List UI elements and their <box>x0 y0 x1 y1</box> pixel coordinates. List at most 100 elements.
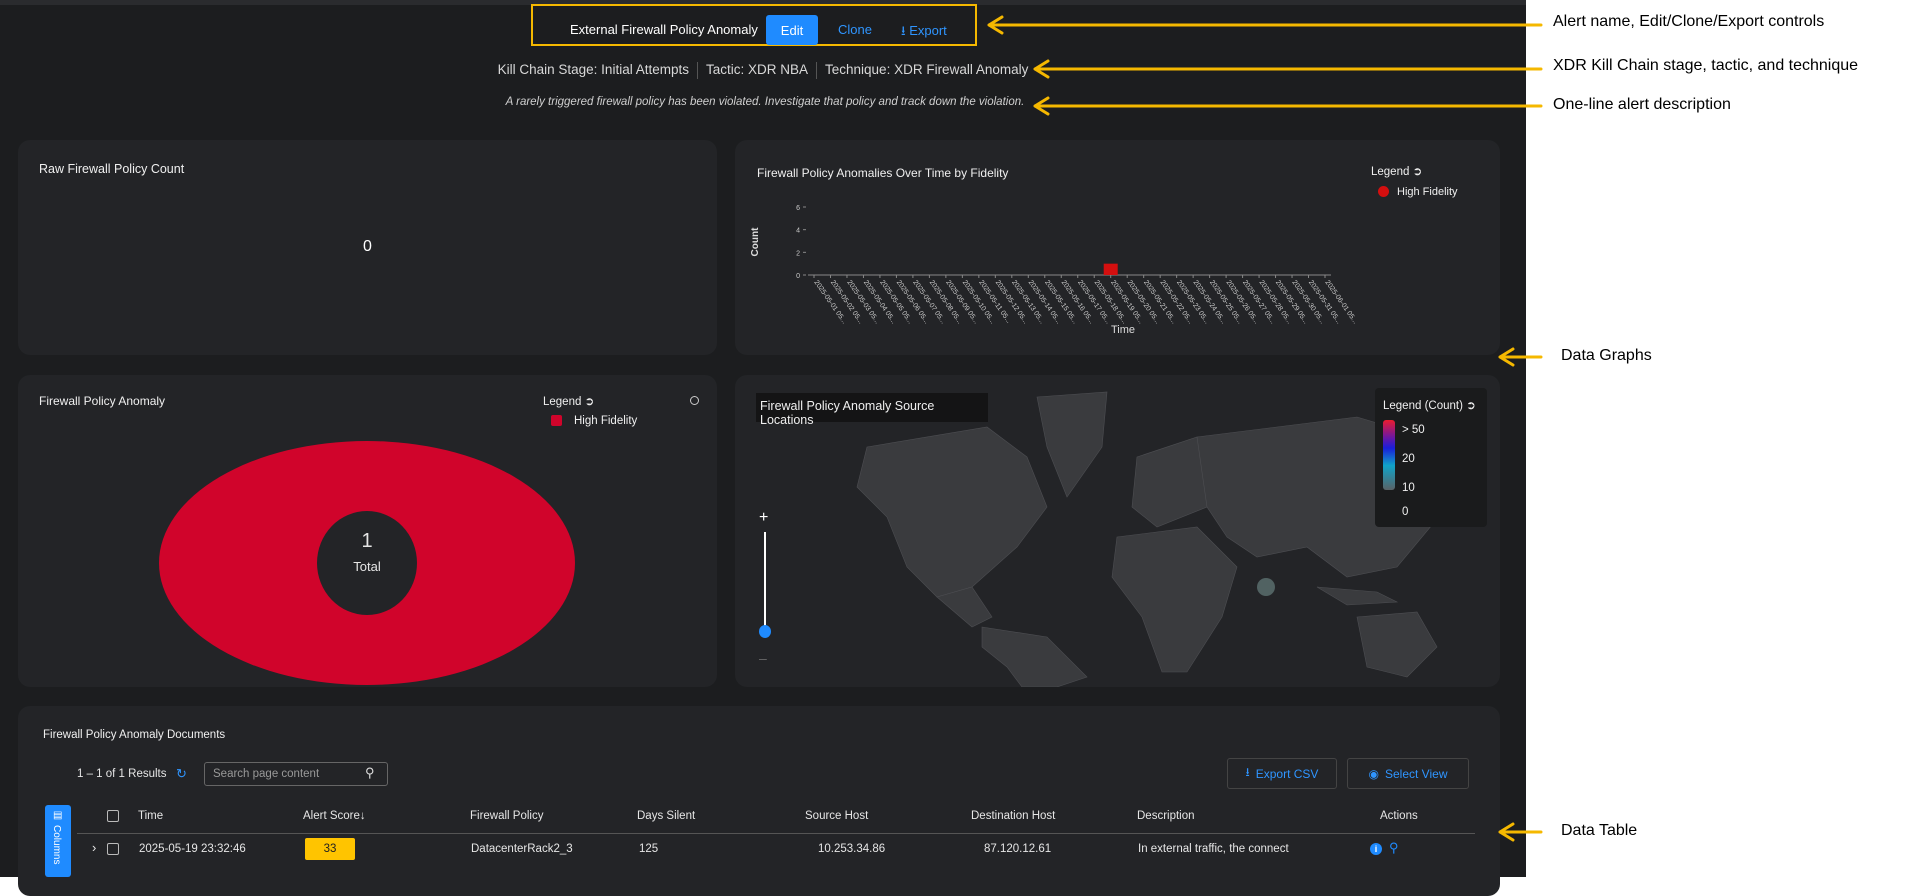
top-strip <box>0 0 1526 5</box>
tactic: Tactic: XDR NBA <box>705 62 809 78</box>
legend-item[interactable]: High Fidelity <box>1397 186 1458 198</box>
search-input[interactable]: Search page content ⚲ <box>204 762 388 786</box>
greenland <box>1036 391 1108 498</box>
clone-button[interactable]: Clone <box>838 22 872 37</box>
zoom-in-button[interactable]: + <box>759 509 769 526</box>
arrow-circle-icon: ➲ <box>584 396 595 408</box>
col-header-time[interactable]: Time <box>138 810 164 822</box>
col-header-firewall-policy[interactable]: Firewall Policy <box>470 810 544 822</box>
over-time-panel: Firewall Policy Anomalies Over Time by F… <box>735 140 1500 355</box>
arrow-circle-icon: ➲ <box>1466 400 1476 412</box>
legend-dot <box>1378 186 1389 197</box>
edit-button[interactable]: Edit <box>766 15 818 45</box>
panel-title: Raw Firewall Policy Count <box>39 162 185 176</box>
columns-label: Columns <box>51 825 62 865</box>
raw-count-panel: Raw Firewall Policy Count 0 <box>18 140 717 355</box>
legend-title[interactable]: Legend ➲ <box>1371 164 1422 178</box>
cell-source-host[interactable]: 10.253.34.86 <box>818 843 886 855</box>
header-label: Alert Score <box>303 810 360 822</box>
cell-time: 2025-05-19 23:32:46 <box>139 843 246 855</box>
annotation-table: Data Table <box>1561 822 1638 839</box>
search-icon[interactable]: ⚲ <box>1389 840 1399 855</box>
export-label: Export <box>909 23 947 38</box>
y-tick-label: 2 <box>796 250 800 257</box>
kill-chain-stage: Kill Chain Stage: Initial Attempts <box>497 62 689 78</box>
col-header-destination-host[interactable]: Destination Host <box>971 810 1056 822</box>
download-icon: ⭳ <box>1245 765 1250 779</box>
panel-title: Firewall Policy Anomalies Over Time by F… <box>757 166 1009 180</box>
header-divider <box>77 833 1475 834</box>
australia <box>1356 611 1438 678</box>
documents-table-panel <box>18 706 1500 896</box>
indonesia <box>1316 586 1399 606</box>
col-header-source-host[interactable]: Source Host <box>805 810 869 822</box>
donut-hole <box>317 511 417 615</box>
scale-label: 10 <box>1402 482 1415 494</box>
central-america <box>936 586 993 628</box>
search-icon: ⚲ <box>365 765 375 780</box>
col-header-actions: Actions <box>1380 810 1418 822</box>
donut-chart <box>159 441 575 685</box>
y-tick-label: 0 <box>796 273 800 280</box>
legend-label: Legend <box>1371 166 1410 178</box>
cell-description: In external traffic, the connect <box>1138 843 1289 855</box>
cell-destination-host[interactable]: 87.120.12.61 <box>984 843 1052 855</box>
info-icon[interactable]: i <box>1370 843 1382 855</box>
arrow-header <box>987 15 1543 35</box>
annotation-highlight-box <box>531 4 977 46</box>
africa <box>1111 526 1238 673</box>
y-tick-label: 6 <box>796 205 800 212</box>
select-all-checkbox[interactable] <box>107 810 119 822</box>
color-scale <box>1383 420 1395 490</box>
legend-swatch <box>551 415 562 426</box>
results-count: 1 – 1 of 1 Results <box>77 768 167 780</box>
legend-label: Legend <box>543 396 582 408</box>
export-button[interactable]: ⭳ Export <box>901 22 947 44</box>
cell-firewall-policy: DatacenterRack2_3 <box>471 843 573 855</box>
bar <box>1103 263 1118 275</box>
annotation-description: One-line alert description <box>1553 96 1731 113</box>
scale-label: 0 <box>1402 506 1409 518</box>
kill-chain-info: Kill Chain Stage: Initial Attempts Tactic… <box>0 62 1526 79</box>
row-checkbox[interactable] <box>107 843 119 855</box>
sort-desc-icon: ↓ <box>359 810 366 822</box>
legend-label: Legend (Count) <box>1383 400 1463 412</box>
hotspot-marker <box>1257 578 1275 596</box>
expand-chevron-icon[interactable]: › <box>92 840 97 855</box>
export-csv-button[interactable]: ⭳ Export CSV <box>1227 758 1337 789</box>
table-title: Firewall Policy Anomaly Documents <box>43 729 226 741</box>
map-title: Firewall Policy Anomaly Source Locations <box>756 393 988 427</box>
scale-label: 20 <box>1402 453 1415 465</box>
select-view-button[interactable]: ◉ Select View <box>1347 758 1469 789</box>
legend-title[interactable]: Legend (Count) ➲ <box>1383 398 1476 412</box>
arrow-circle-icon: ➲ <box>1412 166 1423 178</box>
refresh-icon[interactable]: ↻ <box>176 766 187 781</box>
alert-score-badge: 33 <box>305 838 355 860</box>
col-header-days-silent[interactable]: Days Silent <box>637 810 696 822</box>
zoom-slider-handle[interactable] <box>759 625 771 638</box>
zoom-slider-track[interactable] <box>764 532 766 628</box>
select-view-label: Select View <box>1385 766 1448 781</box>
arrow-description <box>1033 96 1543 116</box>
col-header-alert-score[interactable]: Alert Score↓ <box>303 810 366 822</box>
annotation-graphs: Data Graphs <box>1561 347 1652 364</box>
raw-count-value: 0 <box>363 238 372 255</box>
eye-icon: ◉ <box>1368 766 1379 781</box>
scale-label: > 50 <box>1402 424 1425 436</box>
legend-item[interactable]: High Fidelity <box>574 415 638 427</box>
toggle-circle-icon[interactable] <box>690 396 699 405</box>
x-axis-label: Time <box>1111 324 1135 336</box>
col-header-description[interactable]: Description <box>1137 810 1195 822</box>
alert-page: External Firewall Policy Anomaly Edit Cl… <box>0 0 1526 896</box>
search-placeholder: Search page content <box>213 768 320 780</box>
arrow-table <box>1498 822 1543 842</box>
arrow-kill-chain <box>1033 59 1543 79</box>
columns-button[interactable]: ▤ Columns <box>45 805 71 877</box>
legend-title[interactable]: Legend ➲ <box>543 394 594 408</box>
annotation-header: Alert name, Edit/Clone/Export controls <box>1553 13 1825 30</box>
cell-days-silent: 125 <box>639 843 659 855</box>
donut-total-label: Total <box>353 559 381 574</box>
annotation-kill-chain: XDR Kill Chain stage, tactic, and techni… <box>1553 57 1859 74</box>
zoom-out-button[interactable]: – <box>759 650 767 666</box>
map-legend: Legend (Count) ➲ > 50 20 10 0 <box>1375 388 1487 527</box>
